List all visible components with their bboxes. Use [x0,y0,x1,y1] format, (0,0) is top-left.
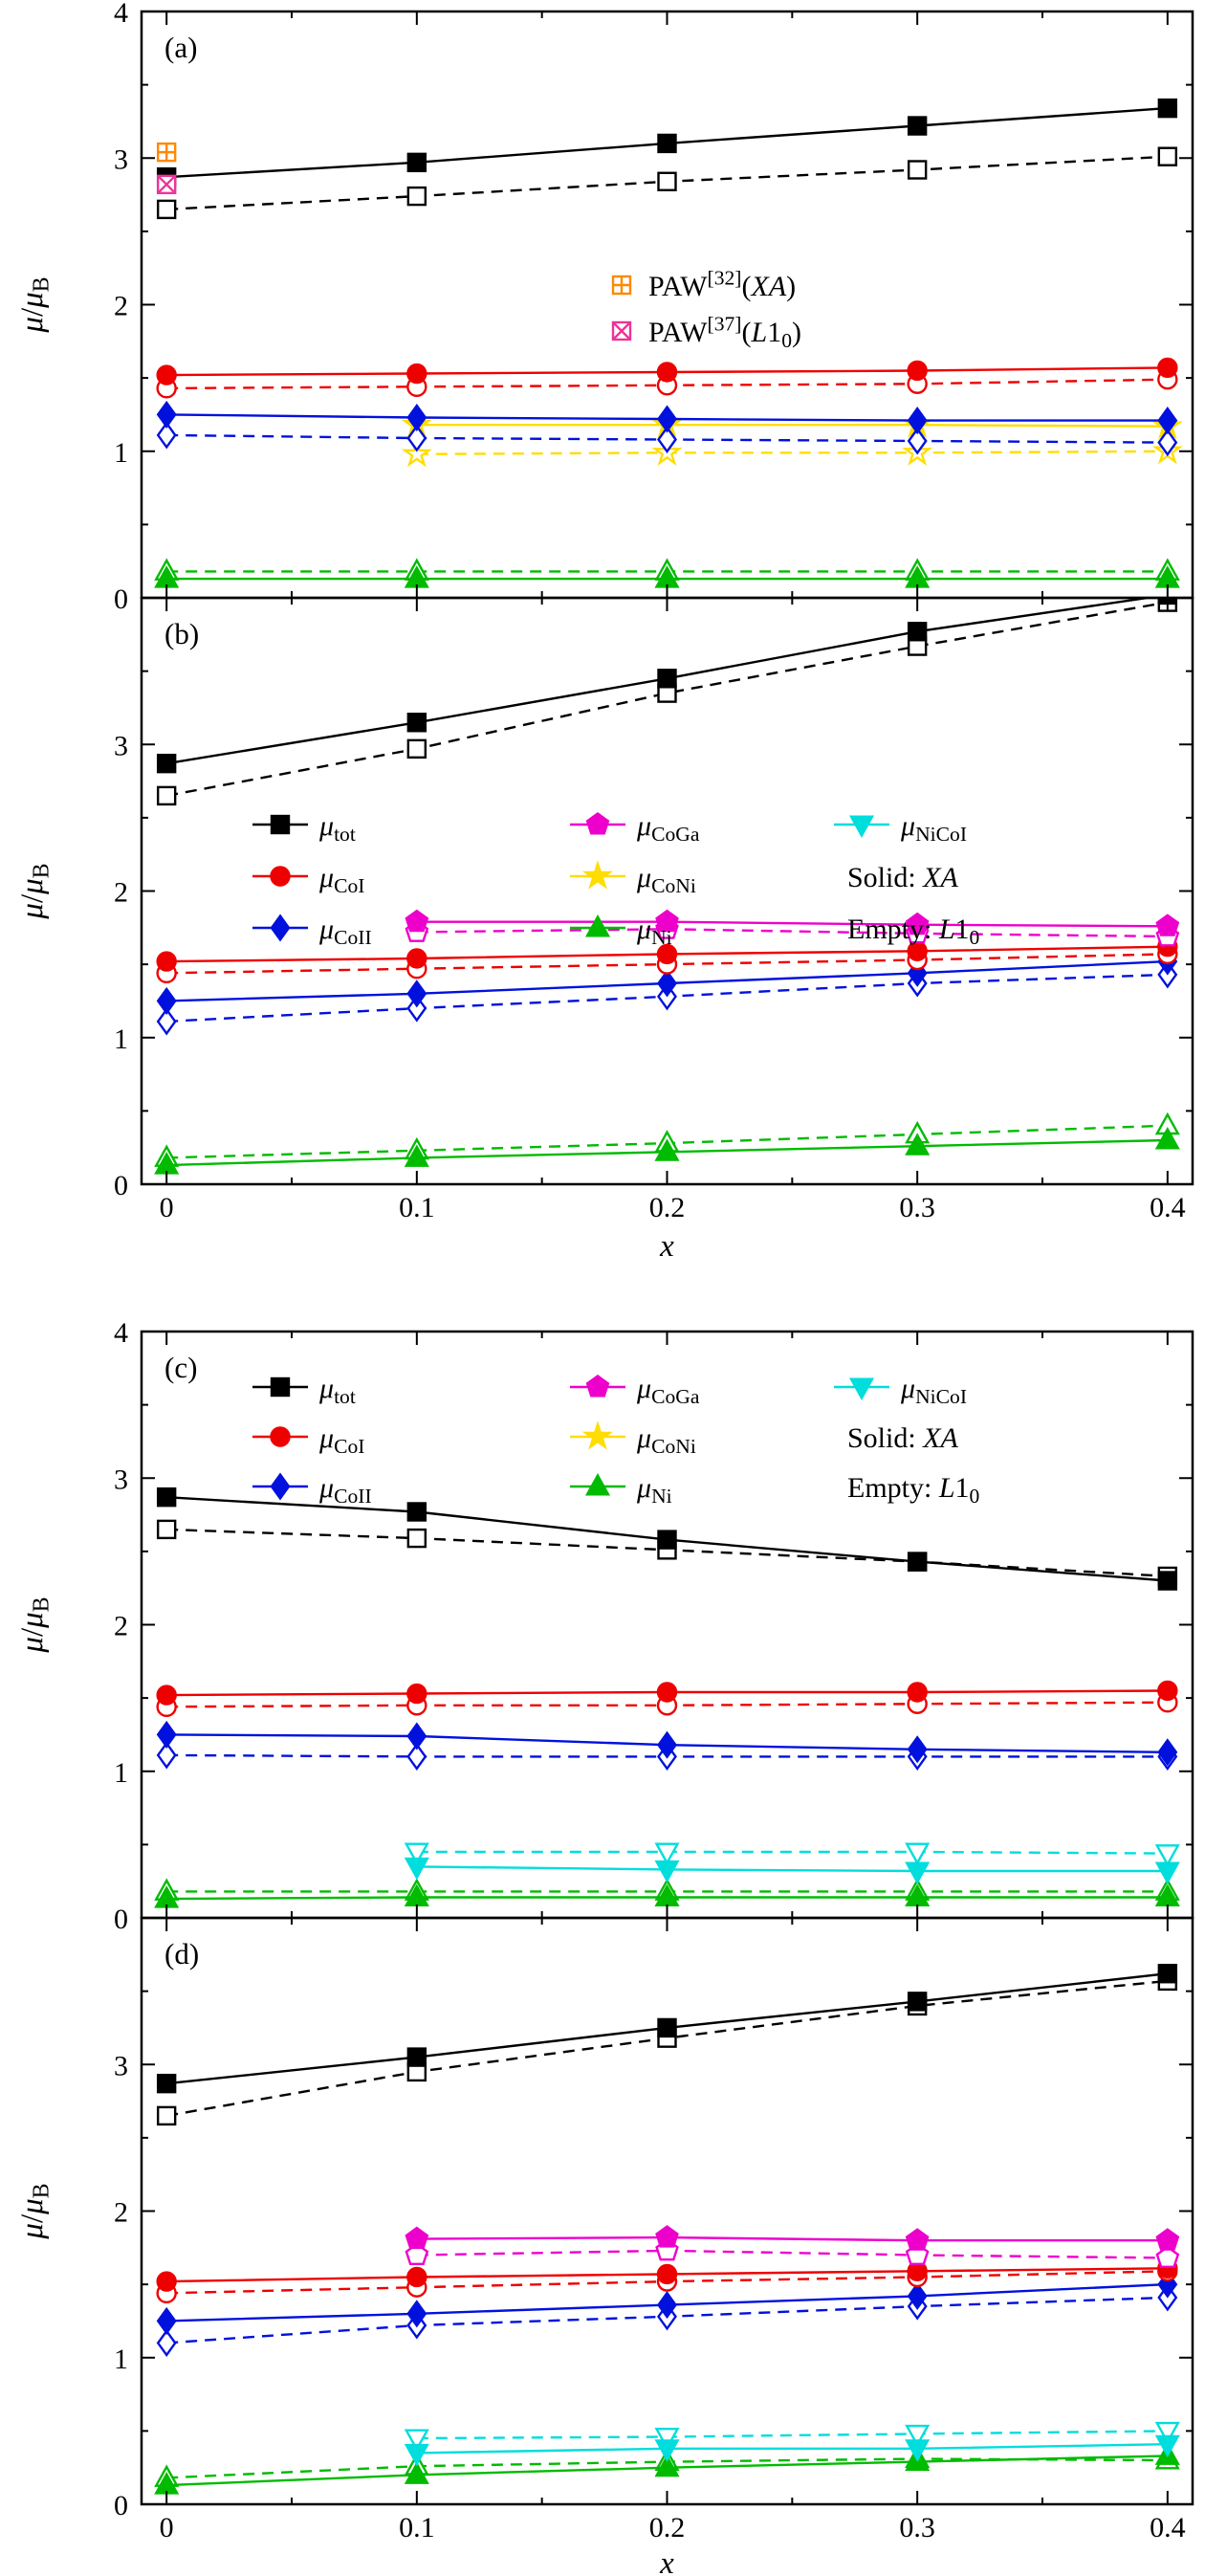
series-mu-tot-xa [156,1964,1178,2094]
panel-a-series [154,98,1183,588]
y-tick-label: 0 [114,1170,128,1201]
x-tick-label: 0.3 [899,1192,935,1223]
y-tick-label: 0 [114,583,128,615]
legend-entry: μtot [318,810,356,846]
y-tick-label: 3 [114,730,128,761]
panel-c: 0 1 2 3 4 (c) μ/μB μtot μCoI μCoII μCoGa μCoNi μNi μN… [15,1317,1194,1935]
legend-entry: μtot [318,1373,356,1408]
y-tick-label: 3 [114,1464,128,1495]
panel-b: 0 1 2 3 (b) μ/μB μtot μCoI μCoII μCoGa μCoNi μNi μNi… [15,596,1194,1201]
series-mu-coi-xa [156,1680,1178,1706]
legend-entry: μCoI [318,1422,364,1458]
x-axis-group-0: 0 0.1 0.2 0.3 0.4 x [160,1192,1186,1264]
legend-panel-b: μtot μCoI μCoII μCoGa μCoNi μNi μNiCoI Solid: X… [252,810,979,949]
legend-note: Empty: L10 [847,914,979,949]
y-tick-label: 1 [114,437,128,469]
series-mu-tot-l10 [156,146,1178,220]
series-mu-coga-xa [405,2225,1180,2251]
series-mu-nicoi-l10 [404,1842,1180,1867]
series-mu-tot-xa [156,599,1178,774]
legend-panel-c: μtot μCoI μCoII μCoGa μCoNi μNi μNiCoI Solid: X… [252,1373,979,1508]
series-mu-nicoi-xa [404,2434,1180,2467]
y-tick-label: 1 [114,2344,128,2375]
series-mu-coi-xa [156,357,1178,385]
series-mu-coii-xa [156,1720,1178,1767]
legend-note: Empty: L10 [847,1472,979,1508]
x-tick-label: 0.1 [399,2512,435,2543]
series-mu-coii-xa [156,400,1178,435]
panel-label-a: (a) [164,31,197,64]
x-tick-label: 0.3 [899,2512,935,2543]
y-tick-label: 2 [114,2197,128,2229]
panel-d-series [154,1964,1180,2495]
y-axis-label: μ/μB [15,1596,55,1653]
legend-note: Solid: XA [847,862,959,893]
panel-label-b: (b) [164,617,199,650]
panel-b-frame [140,596,1194,1186]
series-mu-nicoi-l10 [404,2421,1180,2452]
series-mu-nicoi-xa [404,1857,1180,1884]
legend-entry: PAW[37](L10) [648,313,801,352]
x-axis-label: x [659,1229,674,1264]
series-paw-32-xa [156,142,177,163]
y-tick-label: 2 [114,291,128,322]
x-tick-label: 0 [160,1192,174,1223]
y-tick-label: 2 [114,1611,128,1642]
y-tick-label: 4 [114,1317,128,1349]
series-mu-tot-xa [156,98,1178,187]
legend-entry: μCoNi [636,862,696,897]
y-axis-label: μ/μB [15,276,55,333]
y-axis-label: μ/μB [15,863,55,919]
panel-a: 0 1 2 3 4 (a) μ/μB PAW[32](XA) PAW[37](L10) [15,0,1194,615]
series-mu-coii-l10 [156,421,1178,457]
series-mu-ni-xa [154,1127,1180,1175]
legend-entry: μCoNi [636,1422,696,1458]
panel-label-d: (d) [164,1937,199,1971]
legend-entry: μNi [636,1472,672,1508]
panel-c-ticks [142,1331,1193,1919]
x-tick-label: 0.4 [1150,1192,1186,1223]
x-tick-label: 0.2 [649,2512,686,2543]
y-tick-label: 4 [114,0,128,29]
legend-entry: μNiCoI [900,1373,967,1408]
legend-entry: μCoGa [636,810,700,846]
panel-d-frame [140,1916,1194,2506]
legend-entry: PAW[32](XA) [648,267,796,302]
legend-entry: μNiCoI [900,810,967,846]
series-mu-coga-xa [405,909,1180,936]
y-tick-label: 2 [114,877,128,909]
series-mu-tot-xa [156,1486,1178,1591]
legend-entry: μCoI [318,862,364,897]
panel-d: 0 1 2 3 (d) μ/μB [15,1916,1194,2521]
series-paw-37-l10 [156,174,177,195]
legend-panel-a: PAW[32](XA) PAW[37](L10) [611,267,801,352]
legend-note: Solid: XA [847,1422,959,1454]
panel-label-c: (c) [164,1351,197,1384]
y-tick-label: 0 [114,2490,128,2521]
y-tick-label: 0 [114,1904,128,1935]
x-tick-label: 0 [160,2512,174,2543]
series-mu-coi-xa [156,936,1178,972]
y-tick-label: 1 [114,1024,128,1055]
x-tick-label: 0.4 [1150,2512,1186,2543]
x-axis-label: x [659,2546,674,2576]
legend-entry: μCoII [318,914,372,949]
series-mu-ni-xa [154,565,1180,588]
legend-entry: μNi [636,914,672,949]
y-axis-label: μ/μB [15,2183,55,2239]
x-tick-label: 0.2 [649,1192,686,1223]
legend-entry: μCoGa [636,1373,700,1408]
panel-b-series [154,599,1180,1175]
legend-entry: μCoII [318,1472,372,1508]
x-axis-group-1: 0 0.1 0.2 0.3 0.4 x [160,2512,1186,2576]
y-tick-label: 3 [114,2050,128,2081]
x-tick-label: 0.1 [399,1192,435,1223]
y-tick-label: 1 [114,1757,128,1789]
y-tick-label: 3 [114,143,128,175]
